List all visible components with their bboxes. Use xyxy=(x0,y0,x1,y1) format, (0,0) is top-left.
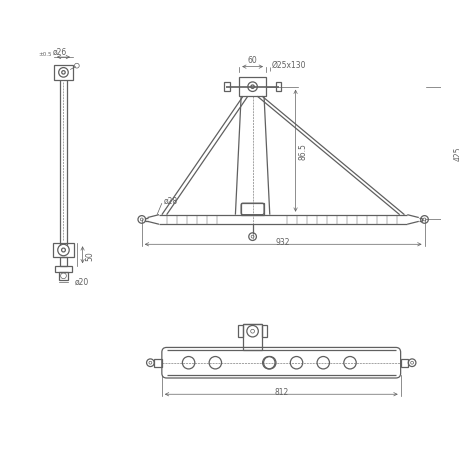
Text: 60: 60 xyxy=(247,56,257,65)
Bar xyxy=(400,359,408,367)
Bar xyxy=(55,267,72,272)
Text: 812: 812 xyxy=(274,387,288,396)
Text: 932: 932 xyxy=(275,238,290,246)
Text: Ø25x130: Ø25x130 xyxy=(271,61,306,70)
Bar xyxy=(53,244,74,257)
Bar xyxy=(59,272,68,280)
Bar xyxy=(54,66,73,81)
Bar xyxy=(60,257,67,267)
Bar xyxy=(262,326,266,337)
Bar xyxy=(154,359,162,367)
Text: ø20: ø20 xyxy=(75,277,89,286)
Bar xyxy=(241,204,263,215)
Bar xyxy=(239,78,265,97)
Bar xyxy=(238,326,242,337)
Text: ø28: ø28 xyxy=(163,196,178,205)
Text: 425: 425 xyxy=(452,146,459,161)
Text: 50: 50 xyxy=(85,250,94,260)
Text: ±0.5: ±0.5 xyxy=(39,52,52,56)
Text: ø26: ø26 xyxy=(52,48,67,57)
Bar xyxy=(224,83,229,92)
Text: 86.5: 86.5 xyxy=(298,143,307,160)
Bar xyxy=(275,83,280,92)
Bar xyxy=(242,324,262,351)
